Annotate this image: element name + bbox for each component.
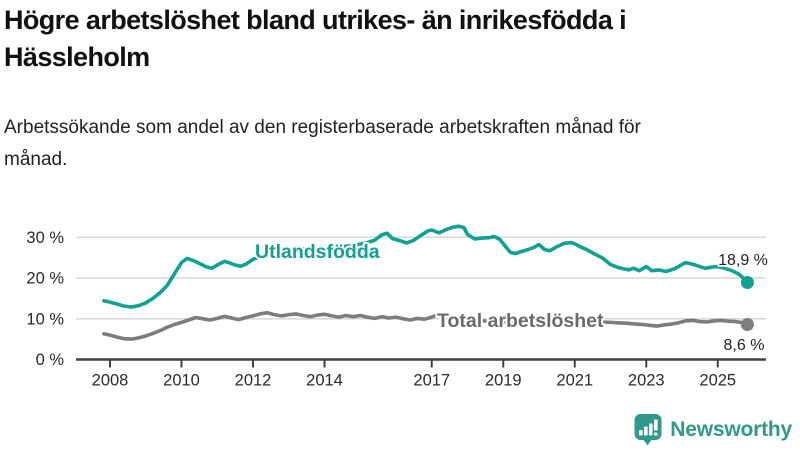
series-label-0: Utlandsfödda [255, 241, 380, 263]
series-end-dot-1 [740, 317, 754, 331]
x-axis-tick-label: 2008 [92, 372, 129, 390]
x-axis-tick-label: 2012 [235, 372, 272, 390]
x-axis-tick-label: 2019 [485, 372, 522, 390]
y-axis-tick-label: 10 % [26, 310, 64, 328]
brand-footer: Newsworthy [633, 413, 792, 446]
series-label-1: Total arbetslöshet [437, 310, 604, 332]
page-subtitle: Arbetssökande som andel av den registerb… [4, 117, 641, 170]
x-axis-tick-label: 2025 [699, 372, 736, 390]
series-end-value-label-0: 18,9 % [718, 252, 768, 269]
newsworthy-logo-icon [633, 413, 663, 446]
y-axis-tick-label: 20 % [26, 270, 64, 288]
brand-name: Newsworthy [670, 417, 792, 441]
series-end-dot-0 [740, 276, 754, 290]
series-line-1 [102, 310, 750, 341]
x-axis-tick-label: 2010 [163, 372, 200, 390]
y-axis-tick-label: 30 % [26, 229, 64, 247]
series-line-0 [102, 224, 750, 309]
y-axis-tick-label: 0 % [36, 351, 65, 369]
series-end-value-label-1: 8,6 % [724, 337, 765, 354]
x-axis-tick-label: 2017 [413, 372, 450, 390]
page-title: Högre arbetslöshet bland utrikes- än inr… [4, 5, 627, 72]
x-axis-tick-label: 2021 [556, 372, 593, 390]
x-axis-tick-label: 2023 [628, 372, 665, 390]
x-axis-tick-label: 2014 [306, 372, 343, 390]
